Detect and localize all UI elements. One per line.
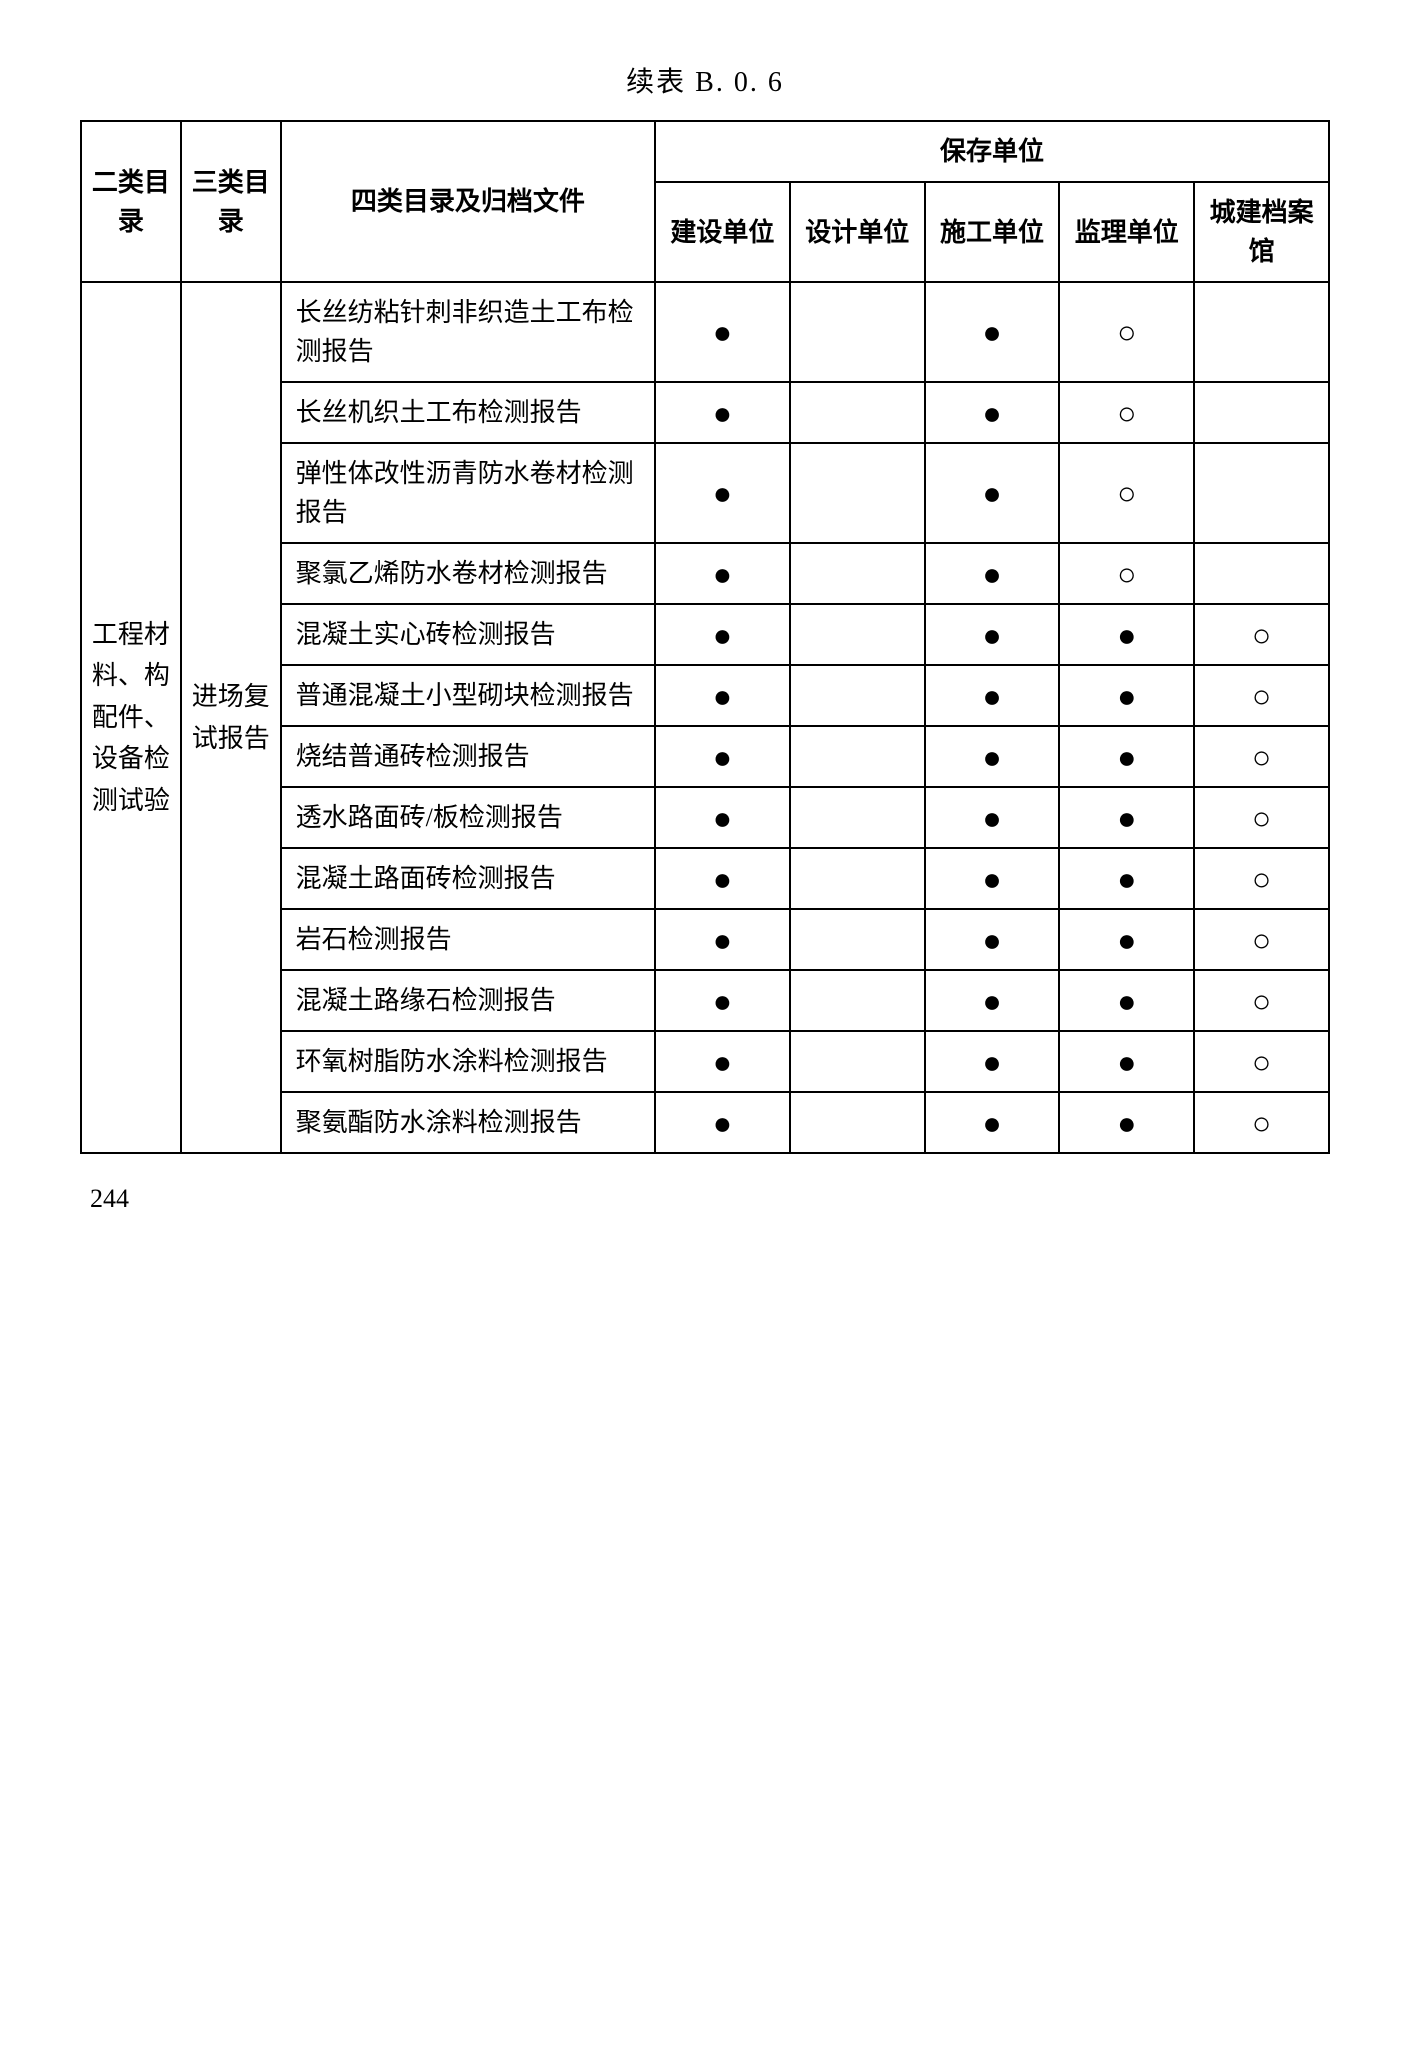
mark-cell: ○ xyxy=(1194,1092,1329,1153)
header-cat3: 三类目录 xyxy=(181,121,281,282)
mark-cell: ● xyxy=(1059,848,1194,909)
mark-cell: ● xyxy=(925,848,1060,909)
mark-cell: ● xyxy=(1059,1092,1194,1153)
mark-cell xyxy=(790,604,925,665)
mark-cell: ○ xyxy=(1194,726,1329,787)
mark-cell: ● xyxy=(925,909,1060,970)
item-cell: 混凝土实心砖检测报告 xyxy=(281,604,655,665)
mark-cell: ● xyxy=(925,1031,1060,1092)
mark-cell: ● xyxy=(655,282,790,382)
mark-cell: ● xyxy=(925,726,1060,787)
cat2-cell: 工程材料、构配件、设备检测试验 xyxy=(81,282,181,1153)
mark-cell xyxy=(790,1092,925,1153)
mark-cell: ● xyxy=(655,443,790,543)
mark-cell xyxy=(790,787,925,848)
mark-cell: ○ xyxy=(1059,443,1194,543)
item-cell: 聚氨酯防水涂料检测报告 xyxy=(281,1092,655,1153)
mark-cell xyxy=(1194,443,1329,543)
mark-cell xyxy=(1194,282,1329,382)
mark-cell xyxy=(790,382,925,443)
mark-cell xyxy=(790,909,925,970)
mark-cell: ● xyxy=(925,282,1060,382)
mark-cell xyxy=(790,665,925,726)
mark-cell xyxy=(790,726,925,787)
item-cell: 烧结普通砖检测报告 xyxy=(281,726,655,787)
mark-cell: ● xyxy=(925,604,1060,665)
header-construction-unit: 建设单位 xyxy=(655,182,790,282)
mark-cell: ● xyxy=(1059,726,1194,787)
mark-cell: ● xyxy=(1059,1031,1194,1092)
mark-cell: ● xyxy=(655,970,790,1031)
header-builder-unit: 施工单位 xyxy=(925,182,1060,282)
item-cell: 长丝机织土工布检测报告 xyxy=(281,382,655,443)
mark-cell: ● xyxy=(655,1092,790,1153)
mark-cell: ○ xyxy=(1194,970,1329,1031)
mark-cell: ● xyxy=(925,787,1060,848)
mark-cell: ● xyxy=(1059,665,1194,726)
item-cell: 弹性体改性沥青防水卷材检测报告 xyxy=(281,443,655,543)
mark-cell: ● xyxy=(925,543,1060,604)
item-cell: 岩石检测报告 xyxy=(281,909,655,970)
mark-cell xyxy=(790,1031,925,1092)
item-cell: 普通混凝土小型砌块检测报告 xyxy=(281,665,655,726)
mark-cell: ○ xyxy=(1194,604,1329,665)
mark-cell: ● xyxy=(655,909,790,970)
cat3-cell: 进场复试报告 xyxy=(181,282,281,1153)
header-archive-unit: 城建档案馆 xyxy=(1194,182,1329,282)
header-storage-group: 保存单位 xyxy=(655,121,1329,182)
mark-cell: ○ xyxy=(1059,282,1194,382)
mark-cell: ● xyxy=(1059,970,1194,1031)
mark-cell: ○ xyxy=(1059,382,1194,443)
mark-cell: ● xyxy=(655,604,790,665)
mark-cell: ● xyxy=(925,443,1060,543)
mark-cell: ● xyxy=(655,787,790,848)
mark-cell: ● xyxy=(655,726,790,787)
mark-cell: ● xyxy=(1059,787,1194,848)
archive-table: 二类目录 三类目录 四类目录及归档文件 保存单位 建设单位 设计单位 施工单位 … xyxy=(80,120,1330,1154)
mark-cell: ● xyxy=(1059,604,1194,665)
mark-cell xyxy=(790,443,925,543)
item-cell: 聚氯乙烯防水卷材检测报告 xyxy=(281,543,655,604)
mark-cell xyxy=(790,848,925,909)
mark-cell: ● xyxy=(925,665,1060,726)
mark-cell: ○ xyxy=(1194,787,1329,848)
mark-cell xyxy=(790,282,925,382)
mark-cell: ○ xyxy=(1194,665,1329,726)
table-row: 工程材料、构配件、设备检测试验进场复试报告长丝纺粘针刺非织造土工布检测报告●●○ xyxy=(81,282,1329,382)
page-number: 244 xyxy=(80,1184,1330,1214)
mark-cell: ○ xyxy=(1059,543,1194,604)
mark-cell: ○ xyxy=(1194,1031,1329,1092)
mark-cell: ● xyxy=(655,382,790,443)
mark-cell: ● xyxy=(655,665,790,726)
mark-cell: ● xyxy=(655,1031,790,1092)
mark-cell xyxy=(1194,543,1329,604)
mark-cell: ● xyxy=(1059,909,1194,970)
mark-cell xyxy=(1194,382,1329,443)
mark-cell: ● xyxy=(925,970,1060,1031)
mark-cell xyxy=(790,970,925,1031)
item-cell: 透水路面砖/板检测报告 xyxy=(281,787,655,848)
mark-cell xyxy=(790,543,925,604)
mark-cell: ● xyxy=(655,848,790,909)
mark-cell: ● xyxy=(925,1092,1060,1153)
header-supervisor-unit: 监理单位 xyxy=(1059,182,1194,282)
mark-cell: ● xyxy=(925,382,1060,443)
table-caption: 续表 B. 0. 6 xyxy=(80,60,1330,100)
header-item: 四类目录及归档文件 xyxy=(281,121,655,282)
header-design-unit: 设计单位 xyxy=(790,182,925,282)
item-cell: 混凝土路面砖检测报告 xyxy=(281,848,655,909)
header-cat2: 二类目录 xyxy=(81,121,181,282)
mark-cell: ○ xyxy=(1194,909,1329,970)
mark-cell: ● xyxy=(655,543,790,604)
item-cell: 混凝土路缘石检测报告 xyxy=(281,970,655,1031)
mark-cell: ○ xyxy=(1194,848,1329,909)
item-cell: 环氧树脂防水涂料检测报告 xyxy=(281,1031,655,1092)
item-cell: 长丝纺粘针刺非织造土工布检测报告 xyxy=(281,282,655,382)
